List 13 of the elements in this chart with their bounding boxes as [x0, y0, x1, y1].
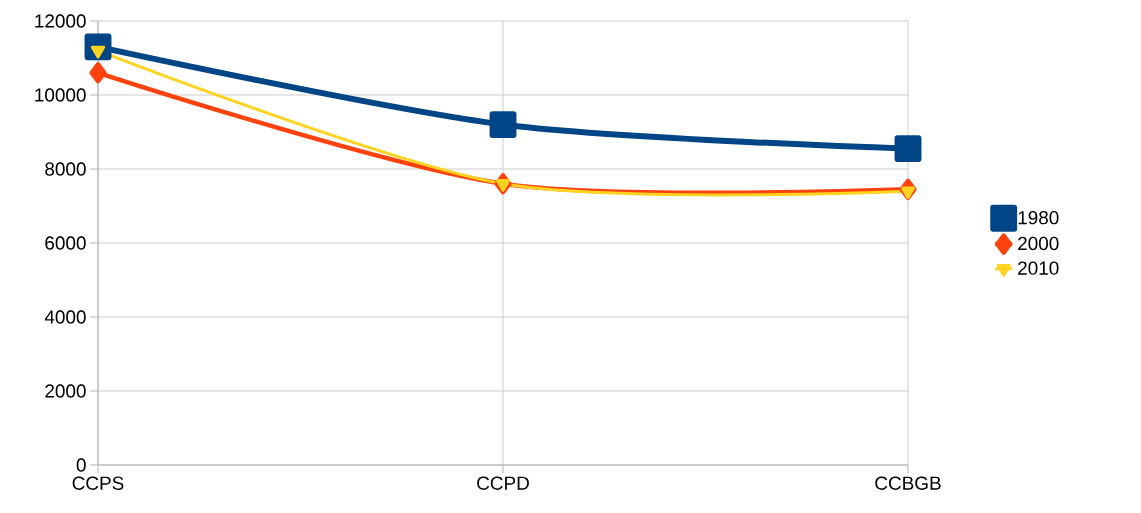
y-tick-label: 12000 — [35, 14, 86, 28]
x-tick-label: CCPD — [477, 476, 529, 490]
y-tick-label: 4000 — [44, 310, 86, 324]
y-tick-label: 6000 — [45, 236, 86, 250]
y-tick-label: 2000 — [45, 384, 86, 398]
x-tick-label: CCBGB — [875, 476, 941, 490]
y-tick-label: 0 — [76, 458, 86, 472]
x-tick-label: CCPS — [72, 476, 124, 490]
legend-label: 2010 — [1018, 261, 1059, 275]
y-tick-label: 10000 — [35, 88, 86, 102]
legend-label: 2000 — [1018, 236, 1059, 251]
y-tick-label: 8000 — [45, 162, 86, 176]
legend-label: 1980 — [1018, 210, 1059, 225]
